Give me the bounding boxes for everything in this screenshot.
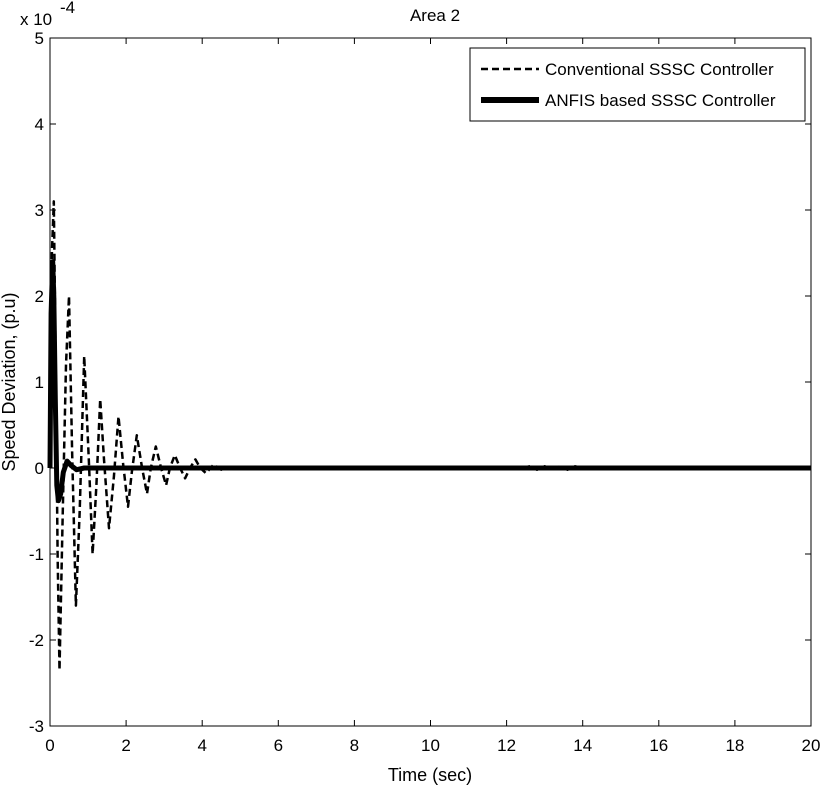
y-multiplier-label: x 10: [20, 10, 52, 29]
y-tick-label: 1: [35, 373, 44, 392]
y-axis-label: Speed Deviation, (p.u): [0, 292, 19, 471]
y-tick-label: 5: [35, 29, 44, 48]
x-tick-label: 14: [573, 736, 592, 755]
x-tick-label: 20: [802, 736, 821, 755]
y-exponent-label: -4: [60, 0, 75, 17]
y-tick-label: 3: [35, 201, 44, 220]
chart-title: Area 2: [410, 6, 460, 25]
y-tick-label: -2: [29, 631, 44, 650]
y-tick-label: 4: [35, 115, 44, 134]
y-tick-labels: -3 -2 -1 0 1 2 3 4 5: [29, 29, 44, 736]
x-tick-label: 8: [350, 736, 359, 755]
x-axis-label: Time (sec): [388, 765, 472, 785]
x-tick-label: 0: [45, 736, 54, 755]
y-tick-label: -3: [29, 717, 44, 736]
x-tick-label: 10: [421, 736, 440, 755]
x-tick-labels: 0 2 4 6 8 10 12 14 16 18 20: [45, 736, 820, 755]
series-line-anfis: [47, 259, 811, 504]
legend-label-anfis: ANFIS based SSSC Controller: [545, 91, 776, 110]
x-tick-label: 2: [121, 736, 130, 755]
legend-label-conventional: Conventional SSSC Controller: [545, 60, 774, 79]
x-tick-label: 16: [649, 736, 668, 755]
x-tick-label: 18: [725, 736, 744, 755]
series-layer: [47, 200, 811, 672]
y-tick-label: 0: [35, 459, 44, 478]
x-tick-label: 4: [197, 736, 206, 755]
x-tick-label: 12: [497, 736, 516, 755]
y-tick-label: 2: [35, 287, 44, 306]
y-tick-label: -1: [29, 545, 44, 564]
plot-area: [50, 38, 811, 726]
x-tick-label: 6: [274, 736, 283, 755]
legend-box: [469, 47, 806, 122]
legend: Conventional SSSC Controller ANFIS based…: [469, 47, 806, 122]
axes-box: [49, 37, 812, 727]
